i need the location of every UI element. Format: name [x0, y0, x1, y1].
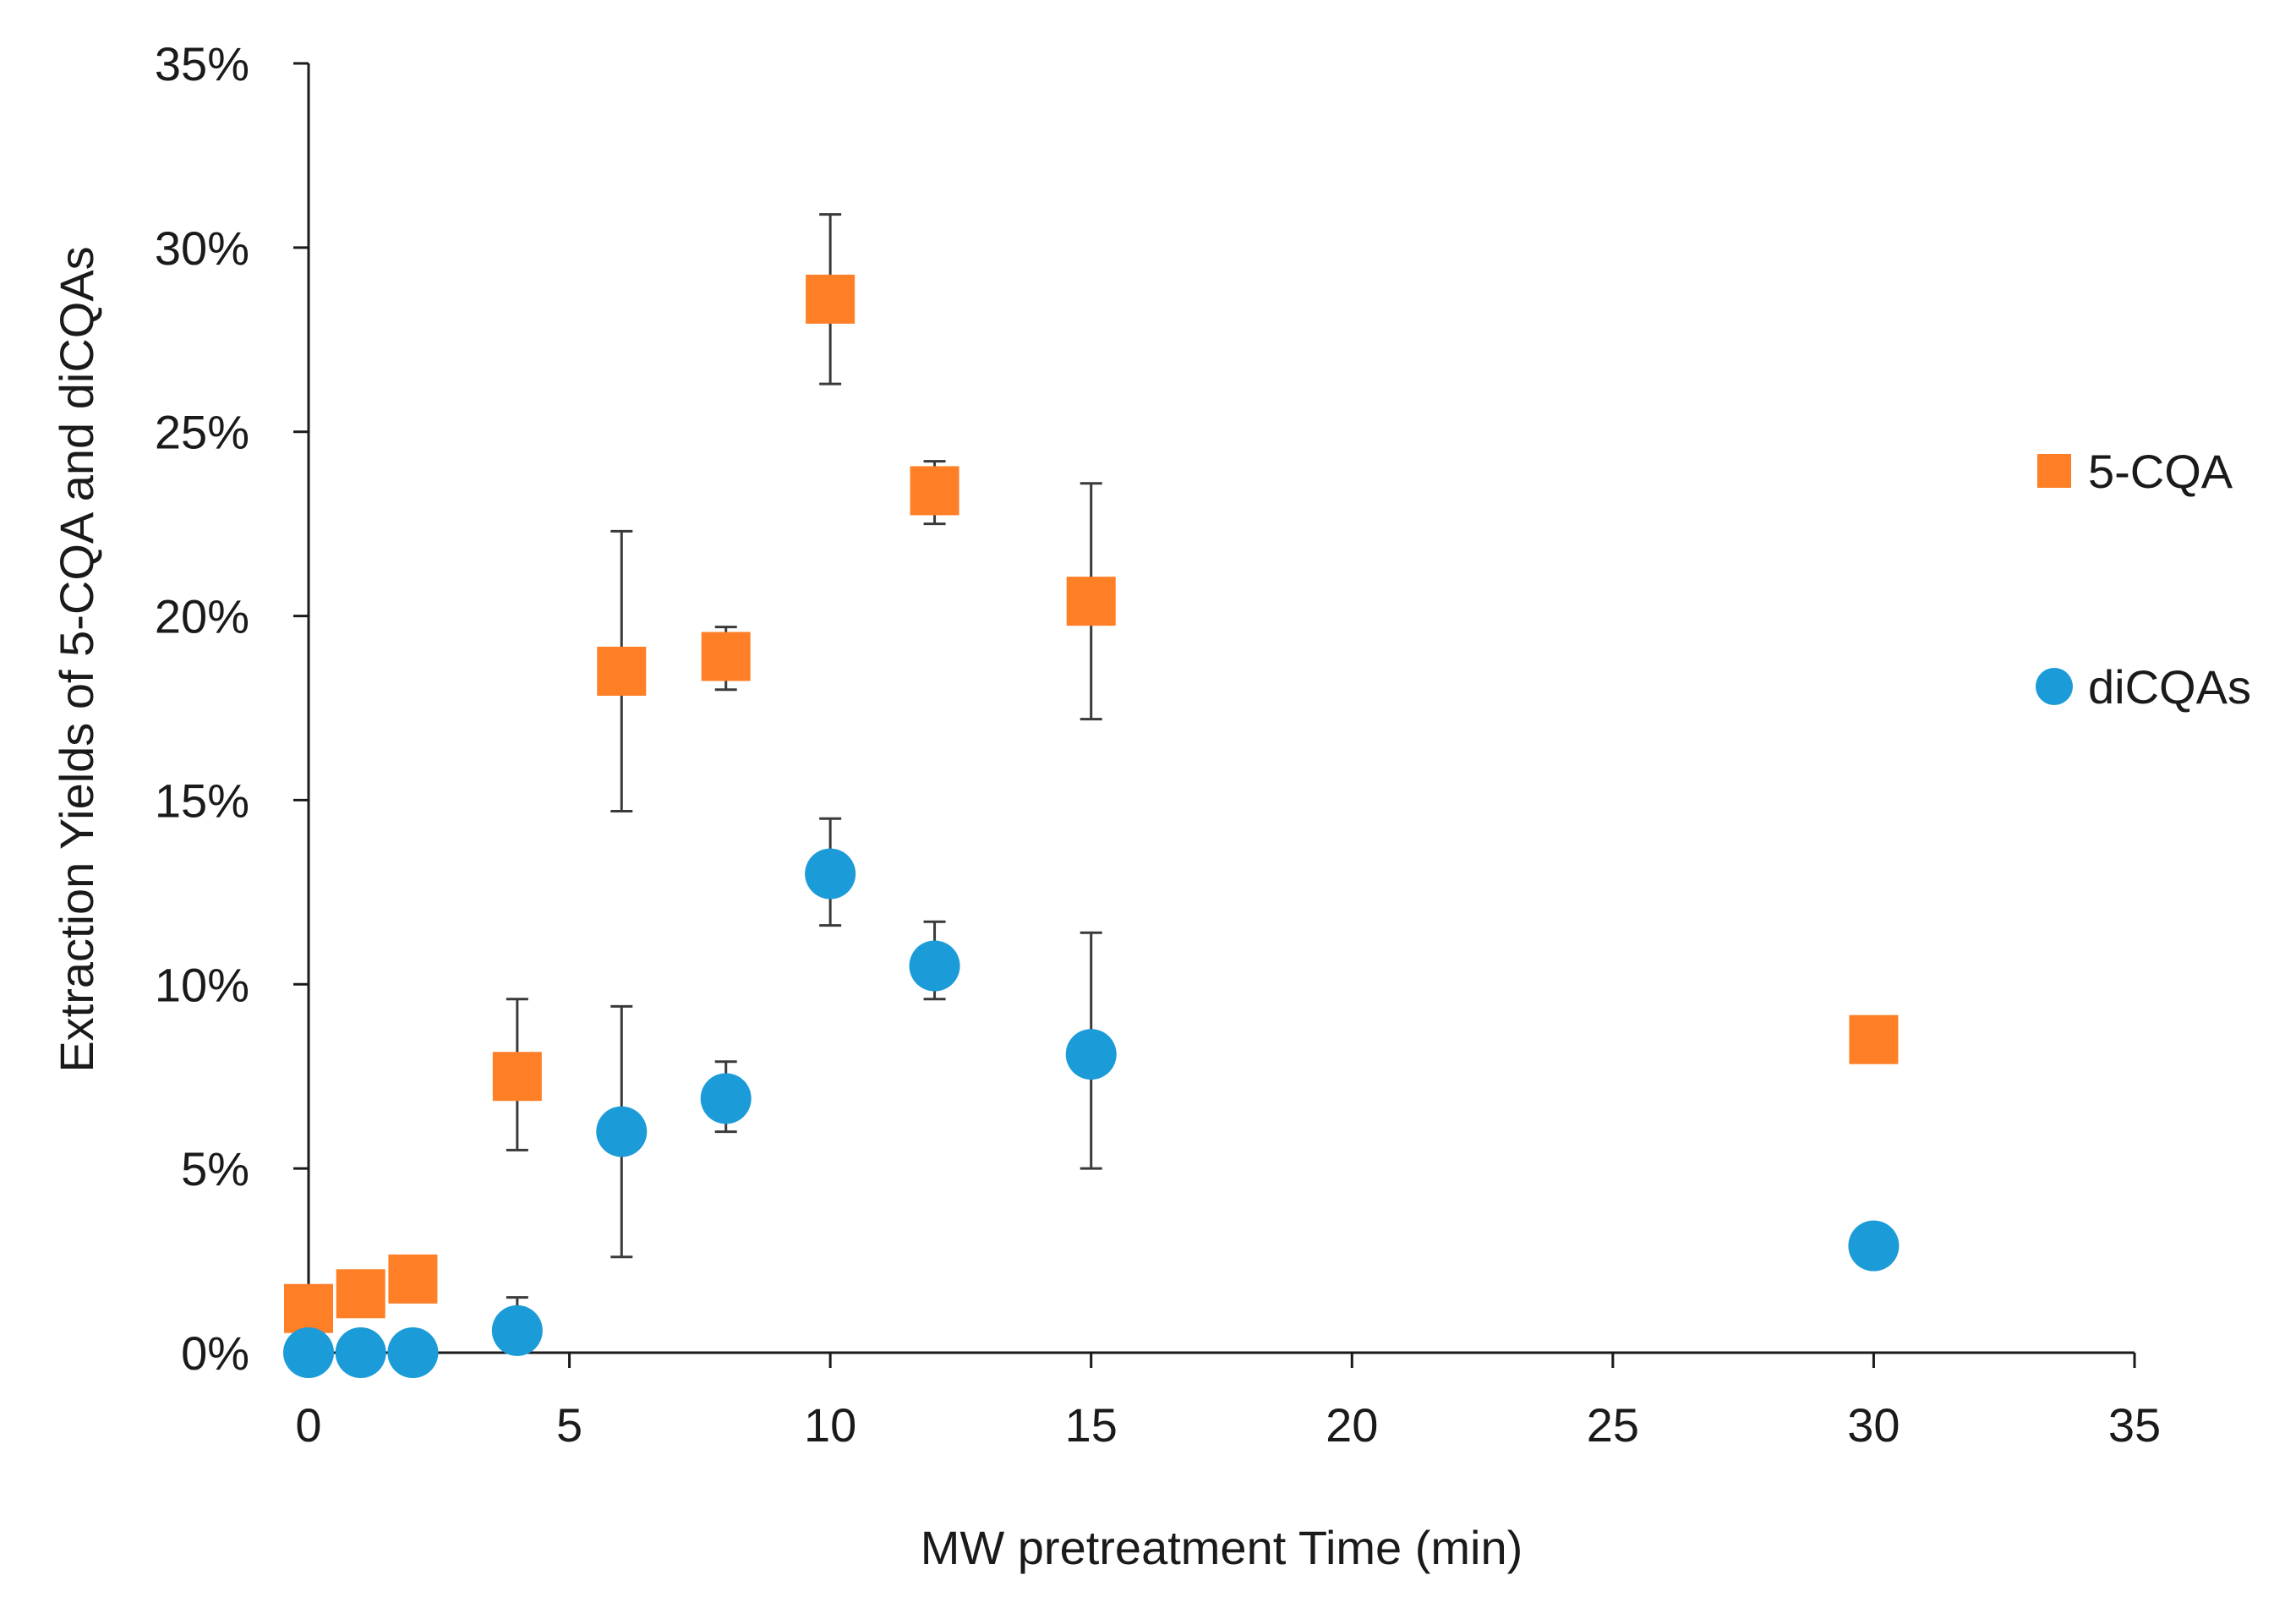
y-tick-label: 0% [181, 1326, 249, 1380]
data-point-5cqa [910, 466, 959, 516]
legend: 5-CQA diCQAs [2036, 445, 2251, 714]
x-tick-label: 0 [295, 1398, 321, 1452]
y-axis-label: Extraction Yields of 5-CQA and diCQAs [50, 246, 103, 1072]
data-point-dicqas [387, 1327, 439, 1378]
axes: 0% 5% 10% 15% 20% 25% 30% 35% 0 5 10 15 20 25 30 35 [155, 37, 2161, 1452]
x-tick-label: 20 [1326, 1398, 1378, 1452]
x-tick-label: 15 [1065, 1398, 1118, 1452]
data-markers [283, 274, 1900, 1378]
data-point-dicqas [283, 1327, 334, 1378]
y-tick-label: 30% [155, 222, 249, 275]
legend-marker-square [2037, 454, 2071, 488]
y-tick-label: 20% [155, 590, 249, 643]
data-point-5cqa [701, 632, 751, 681]
data-point-5cqa [336, 1269, 385, 1319]
data-point-dicqas [335, 1327, 386, 1378]
y-tick-label: 10% [155, 958, 249, 1011]
data-point-5cqa [388, 1254, 438, 1304]
data-point-dicqas [805, 848, 856, 900]
data-point-dicqas [909, 940, 960, 992]
data-point-dicqas [596, 1106, 648, 1157]
data-point-5cqa [284, 1283, 333, 1333]
y-tick-label: 15% [155, 774, 249, 827]
data-point-5cqa [492, 1052, 542, 1102]
x-tick-label: 25 [1587, 1398, 1639, 1452]
x-tick-label: 30 [1847, 1398, 1900, 1452]
data-point-dicqas [1065, 1029, 1117, 1080]
legend-label: diCQAs [2088, 660, 2251, 714]
data-point-5cqa [597, 646, 647, 696]
data-point-dicqas [1848, 1220, 1900, 1272]
x-tick-label: 10 [804, 1398, 856, 1452]
x-axis-label: MW pretreatment Time (min) [921, 1521, 1523, 1574]
legend-label: 5-CQA [2088, 445, 2233, 498]
data-point-5cqa [806, 274, 856, 324]
data-point-dicqas [700, 1073, 752, 1124]
data-point-5cqa [1849, 1015, 1899, 1064]
y-tick-label: 5% [181, 1142, 249, 1195]
y-tick-label: 25% [155, 406, 249, 459]
data-point-5cqa [1066, 577, 1116, 626]
x-tick-label: 5 [556, 1398, 582, 1452]
legend-marker-circle [2036, 668, 2073, 705]
y-tick-label: 35% [155, 37, 249, 90]
error-bars [506, 213, 1102, 1331]
data-point-dicqas [491, 1304, 543, 1356]
x-tick-label: 35 [2108, 1398, 2161, 1452]
